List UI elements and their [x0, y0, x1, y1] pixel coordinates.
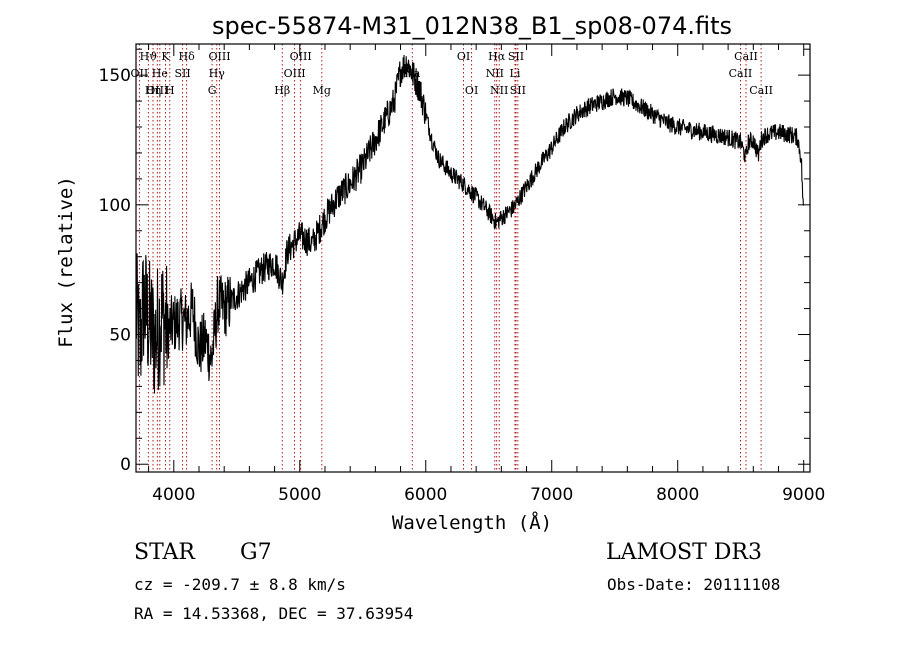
spectral-line-markers [138, 44, 762, 472]
survey-name: LAMOST DR3 [606, 540, 762, 565]
spectral-line-label: CaII [734, 50, 758, 63]
y-tick-label: 0 [120, 455, 131, 475]
spectral-line-label: CaII [729, 67, 753, 80]
spectral-line-label: G [208, 84, 217, 97]
x-axis-label: Wavelength (Å) [392, 511, 552, 534]
spectral-line-label: Hη [145, 84, 161, 97]
spectral-line-label: SII [508, 50, 524, 63]
spectral-line-label: OII [131, 67, 149, 80]
spectral-line-label: NII [490, 84, 508, 97]
spectral-line-label: H [165, 84, 175, 97]
spectral-line-label: OIII [208, 50, 230, 63]
spectral-line-label: OIII [284, 67, 306, 80]
spectral-line-label: Hβ [274, 84, 290, 97]
spectral-line-label: SII [174, 67, 190, 80]
object-class: STAR [134, 540, 195, 565]
spectral-line-label: Hδ [179, 50, 196, 63]
redshift-value: cz = -209.7 ± 8.8 km/s [134, 575, 346, 594]
object-subclass: G7 [240, 540, 272, 565]
y-tick-label: 100 [99, 196, 131, 216]
x-tick-label: 5000 [278, 485, 321, 505]
spectral-line-label: OIII [290, 50, 312, 63]
spectral-line-label: OI [465, 84, 478, 97]
spectral-line-label: SII [510, 84, 526, 97]
spectral-line-label: Hγ [209, 67, 226, 80]
spectral-line-label: Mg [313, 84, 331, 97]
y-tick-label: 150 [99, 66, 131, 86]
spectral-line-label: CaII [749, 84, 773, 97]
x-tick-label: 8000 [656, 485, 699, 505]
spectrum-line [135, 54, 804, 394]
spectral-line-label: He [152, 67, 168, 80]
spectral-line-label: K [161, 50, 170, 63]
spectral-line-label: OI [457, 50, 470, 63]
x-tick-label: 4000 [152, 485, 195, 505]
coordinates: RA = 14.53368, DEC = 37.63954 [134, 604, 414, 623]
spectral-line-label: Hα [488, 50, 506, 63]
spectral-line-label: OIII [146, 84, 168, 97]
chart-title: spec-55874-M31_012N38_B1_sp08-074.fits [212, 12, 732, 40]
y-axis-label: Flux (relative) [55, 176, 77, 348]
plot-axes: 4000 5000 6000 7000 8000 9000 0 50 100 150 [99, 43, 825, 505]
x-tick-label: 9000 [782, 485, 825, 505]
x-tick-label: 7000 [530, 485, 573, 505]
spectral-line-label: Li [510, 67, 521, 80]
plot-frame [135, 43, 811, 473]
spectral-line-label: NII [486, 67, 504, 80]
y-tick-label: 50 [109, 326, 131, 346]
spectral-line-label: Hϑ [140, 50, 158, 63]
x-tick-label: 6000 [404, 485, 447, 505]
observation-date: Obs-Date: 20111108 [607, 575, 781, 594]
